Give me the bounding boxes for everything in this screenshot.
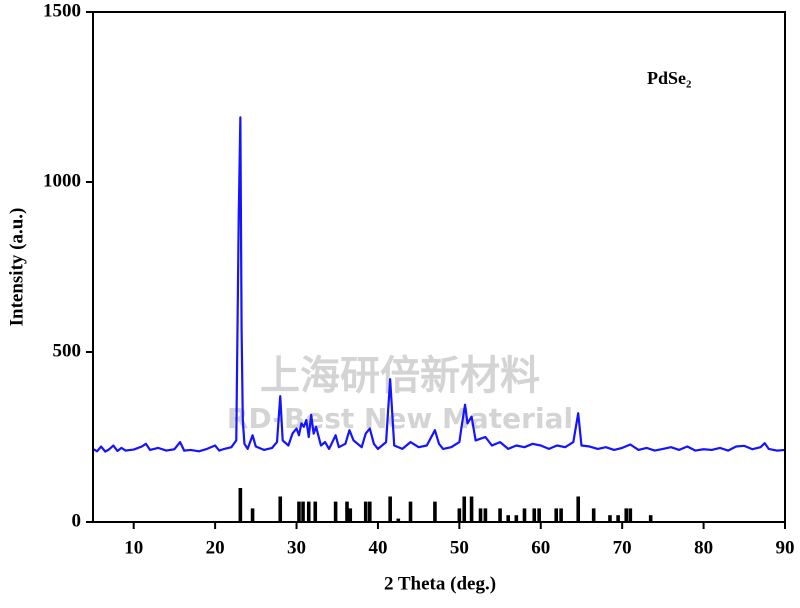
reference-stick — [522, 508, 527, 522]
reference-stick — [301, 501, 305, 522]
reference-stick — [506, 515, 510, 522]
x-tick-label: 20 — [206, 537, 225, 558]
reference-stick — [576, 496, 581, 522]
x-tick-label: 70 — [613, 537, 632, 558]
reference-stick — [368, 501, 372, 522]
x-tick-label: 50 — [450, 537, 469, 558]
reference-stick — [559, 508, 563, 522]
x-axis-label: 2 Theta (deg.) — [384, 573, 496, 594]
y-axis-label: Intensity (a.u.) — [6, 208, 27, 327]
x-tick-label: 40 — [368, 537, 387, 558]
reference-stick — [498, 508, 502, 522]
y-tick-label: 0 — [72, 510, 82, 531]
reference-stick — [514, 515, 519, 522]
reference-stick — [532, 508, 537, 522]
reference-stick — [388, 496, 392, 522]
reference-stick — [624, 508, 629, 522]
reference-stick — [363, 501, 368, 522]
y-tick-label: 1500 — [43, 0, 81, 21]
reference-stick — [537, 508, 541, 522]
x-tick-label: 80 — [694, 537, 713, 558]
reference-stick — [608, 515, 612, 522]
reference-stick — [462, 496, 467, 522]
reference-stick — [313, 501, 318, 522]
pattern-line — [92, 116, 786, 453]
reference-stick — [345, 501, 349, 522]
reference-stick — [483, 508, 488, 522]
reference-stick — [408, 501, 413, 522]
reference-stick — [554, 508, 559, 522]
reference-stick — [616, 515, 620, 522]
reference-stick — [648, 515, 653, 522]
reference-stick — [433, 501, 437, 522]
x-tick-label: 30 — [287, 537, 306, 558]
reference-stick — [348, 508, 353, 522]
watermark: 上海研倍新材料 — [260, 353, 540, 399]
reference-stick — [457, 508, 462, 522]
reference-stick — [250, 508, 255, 522]
reference-stick — [297, 501, 301, 522]
y-tick-label: 500 — [53, 340, 82, 361]
reference-stick — [278, 496, 283, 522]
reference-stick — [396, 518, 401, 522]
reference-stick — [469, 496, 474, 522]
reference-stick — [306, 501, 311, 522]
reference-stick — [238, 488, 243, 522]
x-tick-label: 10 — [124, 537, 143, 558]
watermark: RD-Best New Material — [227, 402, 573, 435]
reference-stick — [478, 508, 483, 522]
reference-stick — [628, 508, 633, 522]
y-tick-label: 1000 — [43, 170, 81, 191]
x-tick-label: 60 — [531, 537, 550, 558]
annotation: PdSe₂ — [647, 68, 691, 88]
x-tick-label: 90 — [776, 537, 795, 558]
reference-stick — [333, 501, 338, 522]
plot-frame — [92, 11, 786, 523]
reference-stick — [591, 508, 596, 522]
